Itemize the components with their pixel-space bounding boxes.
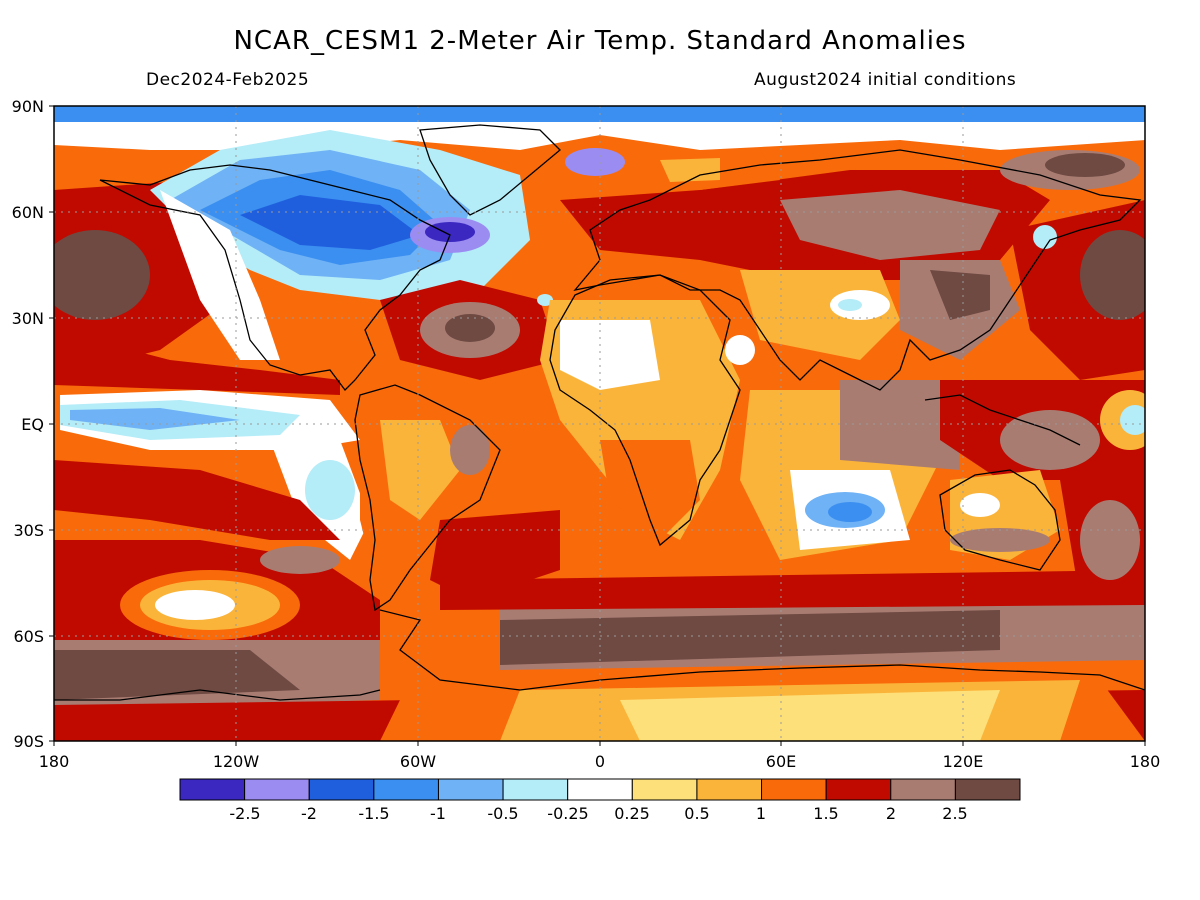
tropical-pacific-ltblue xyxy=(70,408,240,430)
init-conditions-label: August2024 initial conditions xyxy=(754,70,1017,90)
lat-labels: 90N 60N 30N EQ 30S 60S 90S xyxy=(12,97,44,751)
lat-label: 30S xyxy=(13,521,44,540)
south-pacific-white xyxy=(155,590,235,620)
australia-white xyxy=(960,493,1000,517)
north-america-coast xyxy=(99,164,451,391)
arabia-white xyxy=(725,335,755,365)
colorbar-box xyxy=(502,778,569,801)
azores-cyan xyxy=(537,294,553,306)
colorbar: -2.5 -2 -1.5 -1 -0.5 -0.25 0.25 0.5 1 1.… xyxy=(179,778,1021,823)
colorbar-label: 1 xyxy=(756,804,766,823)
colorbar-box xyxy=(437,778,504,801)
lat-label: 90S xyxy=(13,732,44,751)
lon-label: 120E xyxy=(943,752,984,771)
s-indian-blue xyxy=(828,502,872,522)
nw-pacific-brown xyxy=(1080,230,1145,320)
n-atlantic-brown xyxy=(445,314,495,342)
colorbar-frame xyxy=(179,778,1021,801)
colorbar-box xyxy=(825,778,892,801)
east-asia-brown xyxy=(930,270,990,320)
lon-label: 120W xyxy=(213,752,260,771)
s-pacific-ltbrown xyxy=(260,546,340,574)
tibet-cyan xyxy=(838,299,862,311)
colorbar-box xyxy=(567,778,633,801)
kamchatka-cyan xyxy=(1033,225,1057,249)
lon-label: 0 xyxy=(595,752,605,771)
s-tropical-red xyxy=(54,460,340,540)
southern-ocean-brown-e xyxy=(500,610,1000,665)
maritime-ltbrown xyxy=(1000,410,1100,470)
lon-labels: 180 120W 60W 0 60E 120E 180 xyxy=(39,752,1161,771)
colorbar-label: -2.5 xyxy=(229,804,260,823)
colorbar-label: -0.5 xyxy=(487,804,518,823)
lon-label: 60W xyxy=(400,752,436,771)
colorbar-label: -1.5 xyxy=(358,804,389,823)
scandinavia-yellow xyxy=(660,158,720,182)
colorbar-box xyxy=(373,778,439,801)
colorbar-label: -0.25 xyxy=(547,804,588,823)
season-label: Dec2024-Feb2025 xyxy=(146,70,310,90)
colorbar-label: 0.5 xyxy=(684,804,709,823)
colorbar-label: 0.25 xyxy=(614,804,650,823)
lat-label: 30N xyxy=(12,309,44,328)
colorbar-box xyxy=(244,778,310,801)
antarctica-coast xyxy=(379,609,1145,691)
greenland-coast xyxy=(419,124,561,216)
colorbar-box xyxy=(761,778,827,801)
colorbar-boxes xyxy=(179,778,1021,801)
maritime-islands-coast xyxy=(924,394,1081,446)
south-america-coast xyxy=(354,384,501,612)
lon-label: 180 xyxy=(1130,752,1161,771)
colorbar-labels: -2.5 -2 -1.5 -1 -0.5 -0.25 0.25 0.5 1 1.… xyxy=(229,804,967,823)
s-australia-ltbrown xyxy=(950,528,1050,552)
australia-coast xyxy=(939,469,1061,571)
lon-label: 180 xyxy=(39,752,70,771)
southern-ocean-brown-w xyxy=(54,650,300,700)
southern-ocean-red xyxy=(440,570,1145,610)
lat-label: EQ xyxy=(21,415,44,434)
colorbar-label: -1 xyxy=(430,804,446,823)
se-pacific-cyan xyxy=(305,460,355,520)
na-dkblue-region xyxy=(240,195,420,250)
sw-pacific-ltbrown xyxy=(1080,500,1140,580)
colorbar-box xyxy=(890,778,956,801)
n-tropical-red xyxy=(54,330,340,395)
lat-label: 60N xyxy=(12,203,44,222)
africa-coast xyxy=(549,274,741,547)
lon-label: 60E xyxy=(766,752,796,771)
antarctica-ltyellow xyxy=(620,690,1000,741)
antarctica-coast-west xyxy=(54,689,381,701)
bay-bengal-ltbrown xyxy=(840,380,960,470)
colorbar-label: -2 xyxy=(301,804,317,823)
coastlines xyxy=(54,124,1145,701)
southern-africa-orange xyxy=(600,440,700,540)
sahara-white xyxy=(560,320,660,390)
south-america-yellow xyxy=(380,420,460,520)
eurasia-coast xyxy=(573,149,1142,391)
colorbar-label: 2.5 xyxy=(942,804,967,823)
s-atlantic-red xyxy=(430,510,560,600)
graticule xyxy=(54,106,1145,741)
map-title: NCAR_CESM1 2-Meter Air Temp. Standard An… xyxy=(233,26,967,56)
axis-ticks xyxy=(49,105,1146,746)
colorbar-box xyxy=(631,778,698,801)
brazil-ltbrown xyxy=(450,425,490,475)
greenland-sea-violet xyxy=(565,148,625,176)
colorbar-box xyxy=(954,778,1021,801)
north-pacific-brown xyxy=(54,230,150,320)
labrador-purple xyxy=(425,222,475,242)
east-siberia-brown xyxy=(1045,153,1125,177)
eurasia-ltbrown xyxy=(780,190,1000,260)
colorbar-label: 2 xyxy=(886,804,896,823)
colorbar-box xyxy=(696,778,763,801)
lat-label: 90N xyxy=(12,97,44,116)
colorbar-box xyxy=(179,778,246,801)
lat-label: 60S xyxy=(13,627,44,646)
central-pacific-cyan xyxy=(1120,405,1145,435)
colorbar-box xyxy=(308,778,375,801)
colorbar-label: 1.5 xyxy=(813,804,838,823)
